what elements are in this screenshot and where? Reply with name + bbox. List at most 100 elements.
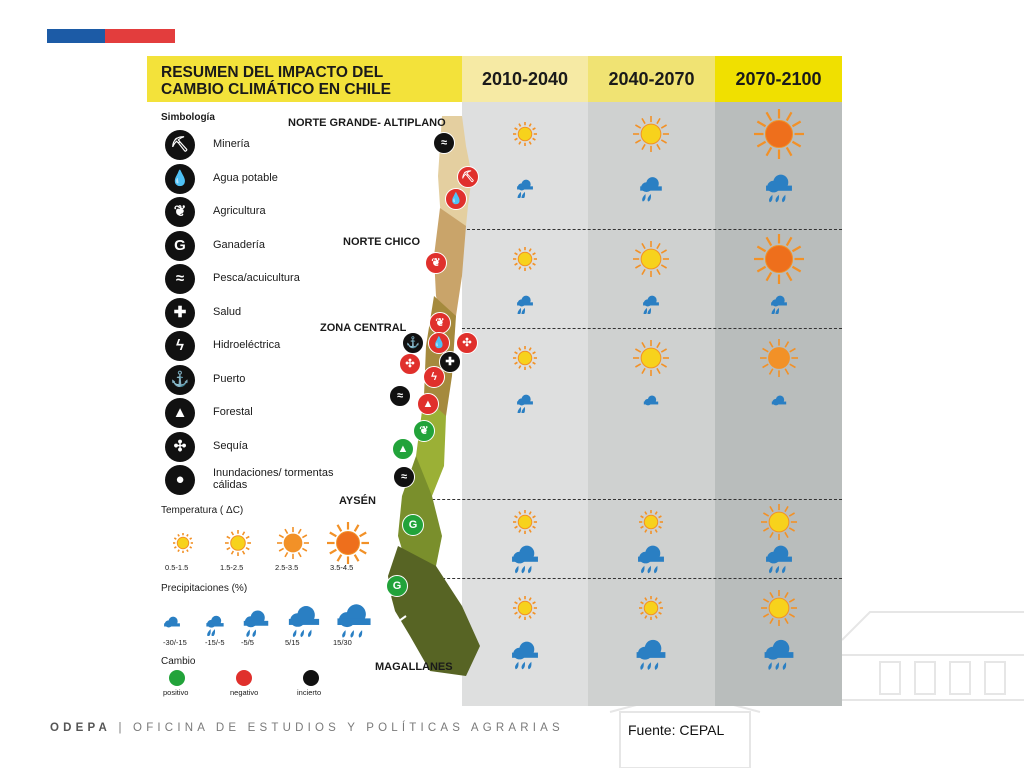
legend-item: ⚓ Puerto — [165, 364, 365, 395]
temperature-sun-icon — [753, 233, 805, 290]
precipitation-legend-label: 15/30 — [333, 638, 352, 647]
temperature-sun-icon — [760, 503, 798, 546]
precipitation-cloud-icon — [761, 172, 797, 209]
map-impact-marker: 💧 — [428, 332, 450, 354]
temperature-legend-heading: Temperatura ( ΔC) — [161, 505, 244, 516]
temperature-legend-label: 1.5-2.5 — [220, 563, 244, 572]
legend-item-label: Hidroeléctrica — [213, 339, 281, 351]
map-impact-marker: ▲ — [392, 438, 414, 460]
legend-item: ✚ Salud — [165, 297, 365, 328]
legend-item-label: Agua potable — [213, 171, 278, 184]
precipitation-legend-cloud-icon — [161, 615, 183, 640]
precipitation-cloud-icon — [514, 393, 536, 418]
precipitation-cloud-icon — [514, 294, 536, 319]
flood-icon: ● — [165, 465, 195, 495]
footer-separator: | — [118, 722, 126, 734]
legend-item: ϟ Hidroeléctrica — [165, 331, 365, 361]
change-legend-label: positivo — [163, 688, 189, 697]
change-legend-dot — [303, 670, 319, 686]
lightning-icon: ϟ — [165, 331, 195, 361]
map-impact-marker: ✣ — [456, 332, 478, 354]
period-header-2: 2040-2070 — [588, 56, 715, 102]
region-label-norte-chico: NORTE CHICO — [343, 236, 420, 248]
map-impact-marker: ≈ — [433, 132, 455, 154]
precipitation-cloud-icon — [507, 639, 543, 676]
flag-blue-segment — [47, 29, 105, 43]
legend-item-label: Inundaciones/ tormentas cálidas — [213, 467, 334, 491]
temperature-sun-icon — [759, 338, 799, 383]
temperature-legend-label: 3.5-4.5 — [330, 563, 354, 572]
temperature-legend-label: 2.5-3.5 — [275, 563, 299, 572]
anchor-icon: ⚓ — [165, 364, 195, 395]
precipitation-legend-cloud-icon — [203, 614, 227, 641]
precipitation-cloud-icon — [633, 543, 669, 580]
map-impact-marker: 💧 — [445, 188, 467, 210]
temperature-sun-icon — [512, 509, 538, 540]
temperature-legend-sun-icon — [172, 532, 194, 559]
temperature-sun-icon — [632, 240, 670, 283]
temperature-sun-icon — [632, 115, 670, 158]
precipitation-cloud-icon — [640, 294, 662, 319]
region-label-norte-grande: NORTE GRANDE- ALTIPLANO — [288, 117, 446, 129]
flag-red-segment — [105, 29, 175, 43]
legend-item: ● Inundaciones/ tormentas cálidas — [165, 465, 365, 495]
map-impact-marker: ≈ — [393, 466, 415, 488]
legend-item-label: Agricultura — [213, 205, 266, 217]
precipitation-cloud-icon — [759, 637, 799, 678]
flag-bar — [47, 29, 175, 43]
precipitation-legend-label: 5/15 — [285, 638, 300, 647]
temperature-sun-icon — [760, 589, 798, 632]
legend-item-label: Puerto — [213, 372, 246, 385]
legend-item-label: Pesca/acuicultura — [213, 272, 300, 284]
map-impact-marker: ▲ — [417, 393, 439, 415]
mining-icon: ⛏ — [165, 130, 195, 160]
period-header-1: 2010-2040 — [462, 56, 588, 102]
fish-icon: ≈ — [165, 264, 195, 294]
precipitation-cloud-icon — [631, 637, 671, 678]
tree-icon: ▲ — [165, 398, 195, 428]
precipitation-cloud-icon — [514, 178, 536, 203]
footer-org-name: OFICINA DE ESTUDIOS Y POLÍTICAS AGRARIAS — [133, 722, 564, 734]
drought-icon: ✣ — [165, 431, 195, 462]
livestock-icon: G — [165, 230, 195, 261]
water-drop-icon: 💧 — [165, 163, 195, 194]
region-label-magallanes: MAGALLANES — [375, 661, 453, 673]
map-impact-marker: G — [402, 514, 424, 536]
precipitation-cloud-icon — [507, 543, 543, 580]
temperature-legend-sun-icon — [326, 521, 370, 570]
legend-item: ✣ Sequía — [165, 431, 365, 462]
map-impact-marker: ❦ — [429, 312, 451, 334]
precipitation-legend-label: -5/5 — [241, 638, 254, 647]
map-impact-marker: ⛏ — [457, 166, 479, 188]
legend-item: ▲ Forestal — [165, 398, 365, 428]
map-impact-marker: G — [386, 575, 408, 597]
change-legend-label: negativo — [230, 688, 259, 697]
temperature-sun-icon — [512, 246, 538, 277]
map-impact-marker: ❦ — [425, 252, 447, 274]
temperature-sun-icon — [753, 108, 805, 165]
temperature-sun-icon — [512, 595, 538, 626]
legend-item: ≈ Pesca/acuicultura — [165, 264, 365, 294]
legend-heading: Simbología — [161, 112, 215, 123]
legend-item-label: Salud — [213, 305, 242, 318]
infographic-title-box: RESUMEN DEL IMPACTO DEL CAMBIO CLIMÁTICO… — [147, 56, 462, 102]
change-legend-dot — [169, 670, 185, 686]
temperature-sun-icon — [638, 595, 664, 626]
source-citation: Fuente: CEPAL — [628, 722, 725, 738]
legend-item: ⛏ Minería — [165, 130, 365, 160]
precipitation-legend-label: -30/-15 — [163, 638, 187, 647]
change-legend-heading: Cambio — [161, 656, 196, 667]
legend-item-label: Minería — [213, 138, 250, 150]
map-impact-marker: ❦ — [413, 420, 435, 442]
temperature-legend-sun-icon — [276, 526, 310, 565]
region-divider — [462, 328, 842, 329]
legend-item: ❦ Agricultura — [165, 197, 365, 227]
precipitation-legend-cloud-icon — [283, 603, 325, 646]
temperature-sun-icon — [512, 121, 538, 152]
precipitation-cloud-icon — [636, 175, 666, 207]
precipitation-legend-heading: Precipitaciones (%) — [161, 583, 248, 594]
health-cross-icon: ✚ — [165, 297, 195, 328]
change-legend-dot — [236, 670, 252, 686]
temperature-sun-icon — [632, 339, 670, 382]
region-label-zona-central: ZONA CENTRAL — [320, 322, 407, 334]
